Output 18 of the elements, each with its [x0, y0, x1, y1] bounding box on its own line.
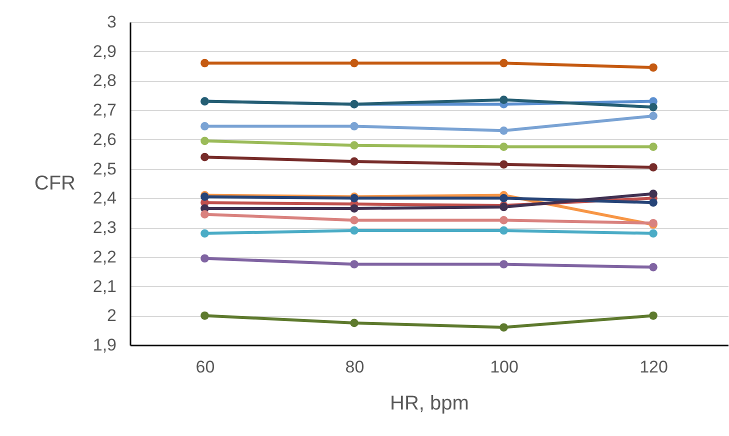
y-tick-label: 3 [107, 12, 116, 32]
y-tick-label: 2,3 [92, 218, 116, 238]
x-tick-label: 80 [345, 358, 364, 376]
x-tick-label: 120 [640, 358, 668, 376]
y-tick-label: 2,5 [92, 159, 116, 178]
y-axis-title: CFR [34, 172, 76, 194]
y-tick-label: 2 [107, 306, 116, 326]
y-tick-label: 2,8 [92, 71, 116, 90]
x-axis-title: HR, bpm [390, 392, 469, 414]
x-tick-label: 60 [196, 358, 215, 376]
y-tick-label: 2,9 [92, 42, 116, 61]
y-tick-label: 2,1 [92, 276, 116, 296]
y-tick-label: 2,4 [92, 188, 116, 208]
y-tick-label: 2,7 [92, 100, 116, 120]
y-tick-label: 2,2 [92, 247, 116, 266]
y-tick-label: 1,9 [92, 336, 116, 354]
y-tick-label: 2,6 [92, 130, 116, 149]
x-tick-label: 100 [490, 358, 518, 376]
